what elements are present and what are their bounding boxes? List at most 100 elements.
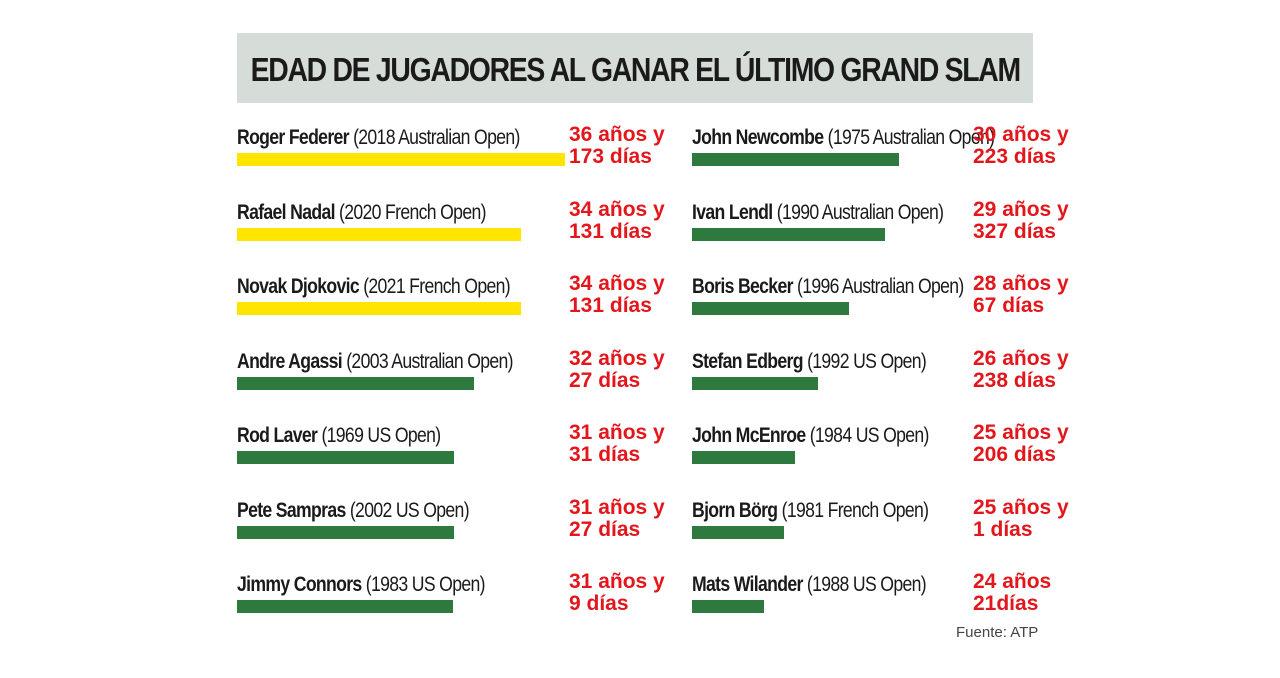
age-years: 25 años y [973,421,1069,444]
age-bar [237,376,474,390]
age-label: 24 años 21días [973,571,1051,615]
age-bar [237,227,521,241]
player-label: Ivan Lendl (1990 Australian Open) [692,200,944,225]
age-days: 31 días [569,443,641,466]
player-event: (2002 US Open) [345,498,470,522]
player-row: Pete Sampras (2002 US Open) 31 años y 27 d… [237,496,665,569]
player-event: (1992 US Open) [802,349,927,373]
player-name: Boris Becker [692,275,793,298]
player-row: Rafael Nadal (2020 French Open) 34 años y… [237,198,665,271]
age-days: 327 días [973,219,1056,243]
age-label: 30 años y 223 días [973,124,1069,168]
player-label: Pete Sampras (2002 US Open) [237,498,470,523]
player-label: Jimmy Connors (1983 US Open) [237,573,486,597]
player-name: John Newcombe [692,126,824,149]
age-years: 31 años y [569,421,665,444]
age-days: 131 días [569,294,652,317]
player-label: John McEnroe (1984 US Open) [692,424,929,448]
age-days: 27 días [569,517,641,541]
player-name: Jimmy Connors [237,573,362,596]
age-bar [237,302,521,315]
player-label: Rafael Nadal (2020 French Open) [237,201,486,225]
player-label: Rod Laver (1969 US Open) [237,424,441,448]
player-name: Rod Laver [237,424,318,447]
player-row: John Newcombe (1975 Australian Open) 30 a… [692,124,1072,196]
player-event: (1988 US Open) [802,573,927,596]
age-bar [237,525,454,539]
age-days: 223 días [973,145,1056,168]
player-label: Novak Djokovic (2021 French Open) [237,275,511,299]
age-bar [692,600,764,613]
player-event: (1996 Australian Open) [792,275,964,298]
player-event: (1990 Australian Open) [772,200,944,224]
age-label: 31 años y 27 días [569,495,665,541]
age-years: 30 años y [973,123,1069,146]
age-days: 27 días [569,368,641,392]
player-event: (2021 French Open) [358,275,510,298]
age-days: 67 días [973,294,1045,317]
player-label: Mats Wilander (1988 US Open) [692,573,927,597]
player-name: Pete Sampras [237,498,346,522]
age-bar [237,600,453,613]
age-label: 25 años y 206 días [973,422,1069,466]
player-name: Bjorn Börg [692,498,778,522]
player-event: (1969 US Open) [317,424,441,447]
player-row: Novak Djokovic (2021 French Open) 34 años… [237,273,665,345]
player-row: Boris Becker (1996 Australian Open) 28 añ… [692,273,1072,345]
title-band: EDAD DE JUGADORES AL GANAR EL ÚLTIMO GRA… [237,33,1033,103]
age-label: 36 años y 173 días [569,124,665,168]
age-label: 29 años y 327 días [973,197,1069,243]
age-bar [237,451,454,464]
age-days: 206 días [973,443,1056,466]
player-name: Andre Agassi [237,349,343,373]
age-label: 31 años y 31 días [569,422,665,466]
player-label: John Newcombe (1975 Australian Open) [692,126,995,150]
age-days: 238 días [973,368,1056,392]
player-label: Stefan Edberg (1992 US Open) [692,349,927,374]
player-event: (2003 Australian Open) [342,349,513,373]
age-years: 29 años y [973,197,1069,221]
age-years: 26 años y [973,346,1069,370]
player-row: Stefan Edberg (1992 US Open) 26 años y 238… [692,346,1072,420]
age-bar [692,451,795,464]
age-bar [692,525,784,539]
age-years: 36 años y [569,123,665,146]
age-days: 21días [973,592,1039,615]
player-name: Roger Federer [237,126,350,149]
player-event: (1981 French Open) [777,498,929,522]
age-bar [237,153,565,166]
player-label: Andre Agassi (2003 Australian Open) [237,349,514,374]
player-name: Mats Wilander [692,573,803,596]
age-days: 9 días [569,592,629,615]
age-bar [692,302,849,315]
age-years: 34 años y [569,197,665,221]
player-name: Rafael Nadal [237,200,335,224]
player-event: (2020 French Open) [334,200,486,224]
player-row: John McEnroe (1984 US Open) 25 años y 206 … [692,422,1072,494]
player-label: Roger Federer (2018 Australian Open) [237,126,520,150]
age-days: 131 días [569,219,652,243]
age-label: 34 años y 131 días [569,197,665,243]
player-name: John McEnroe [692,424,806,447]
player-event: (1975 Australian Open) [823,126,995,149]
chart-title: EDAD DE JUGADORES AL GANAR EL ÚLTIMO GRA… [250,51,1021,88]
player-event: (1983 US Open) [361,573,486,596]
age-bar [692,376,818,390]
age-years: 31 años y [569,495,665,519]
player-row: Roger Federer (2018 Australian Open) 36 a… [237,124,665,196]
age-label: 34 años y 131 días [569,273,665,317]
player-name: Novak Djokovic [237,275,360,298]
player-label: Bjorn Börg (1981 French Open) [692,498,929,523]
age-label: 28 años y 67 días [973,273,1069,317]
age-years: 28 años y [973,272,1069,295]
age-years: 24 años [973,570,1052,593]
age-bar [692,153,899,166]
age-days: 173 días [569,145,652,168]
age-years: 32 años y [569,346,665,370]
age-years: 34 años y [569,272,665,295]
player-row: Ivan Lendl (1990 Australian Open) 29 años… [692,197,1072,271]
